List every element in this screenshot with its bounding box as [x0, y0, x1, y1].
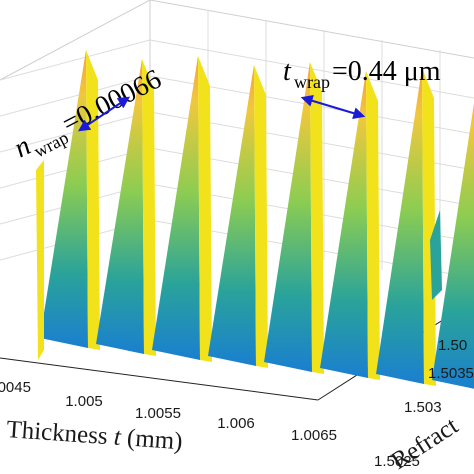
- x-tick-label: 1.005: [65, 393, 103, 410]
- surface-tooth: [152, 56, 200, 360]
- surface-tooth: [376, 68, 424, 384]
- surface-teeth: [36, 50, 474, 389]
- back-gridline: [0, 39, 151, 81]
- surface-tooth: [40, 50, 88, 348]
- x-axis-line: [0, 357, 319, 401]
- t-wrap-value: =0.44 μm: [332, 56, 441, 87]
- back-gridline: [0, 75, 151, 117]
- right-top-edge: [149, 0, 474, 59]
- surface-tooth: [208, 65, 256, 366]
- surface-tooth: [264, 62, 312, 372]
- n-wrap-subscript: wrap: [31, 127, 72, 161]
- x-axis-label-unit: (mm): [120, 424, 184, 455]
- y-tick-label: 1.5035: [428, 365, 474, 382]
- surface-tooth-face: [310, 62, 324, 374]
- t-wrap-annotation: t wrap =0.44 μm: [283, 56, 441, 92]
- surface-edge-tooth: [36, 160, 44, 360]
- y-axis-label: Refract: [387, 412, 463, 474]
- x-tick-label: 1.006: [217, 415, 255, 432]
- n-wrap-arrow: [78, 96, 130, 132]
- surface-tooth-face: [254, 65, 268, 368]
- surface-tooth-face: [142, 59, 156, 356]
- x-tick-label: 1.0055: [135, 405, 181, 422]
- surface-tooth-face: [366, 71, 380, 380]
- y-tick-label: 1.50: [438, 337, 467, 354]
- x-tick-label: 1.0045: [0, 379, 31, 396]
- y-tick-label: 1.503: [404, 399, 442, 416]
- surface-tooth: [96, 59, 144, 354]
- surface-tooth-face: [422, 68, 436, 386]
- back-top-edge: [0, 0, 151, 81]
- surface-edge-tooth: [430, 210, 442, 300]
- x-axis-label-var: t: [113, 424, 123, 451]
- x-tick-label: 1.0065: [291, 427, 337, 444]
- surface-tooth-face: [198, 56, 212, 362]
- x-axis-label-text: Thickness: [6, 416, 115, 450]
- t-wrap-arrow: [300, 95, 366, 119]
- axis-ticks: 1.0045 1.005 1.0055 1.006 1.0065 1.5025 1.503 1…: [0, 337, 474, 470]
- surface-tooth: [320, 71, 368, 378]
- t-wrap-symbol: t: [283, 56, 292, 87]
- t-wrap-subscript: wrap: [294, 72, 330, 92]
- surface-tooth: [432, 103, 474, 389]
- y-tick-label: 1.5025: [374, 453, 420, 470]
